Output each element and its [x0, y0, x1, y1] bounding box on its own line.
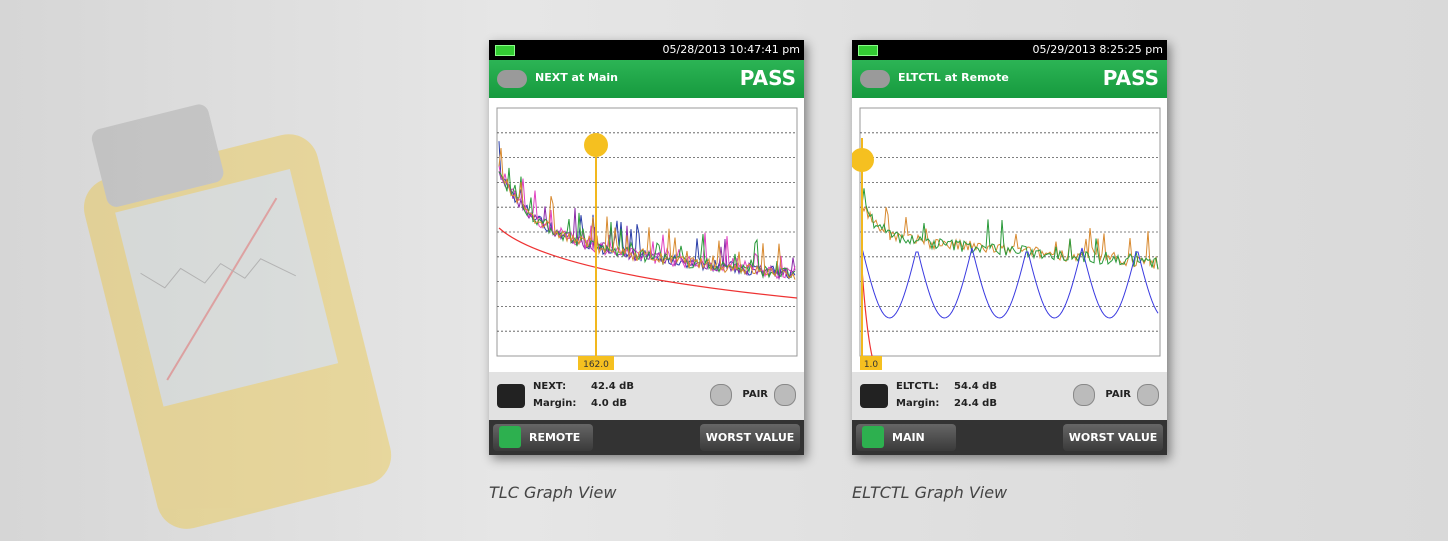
- help-button[interactable]: [860, 384, 888, 408]
- result-value: 54.4 dB: [954, 381, 997, 392]
- margin-value: 4.0 dB: [591, 398, 627, 409]
- check-icon: [499, 426, 521, 448]
- graph: 1.0: [852, 98, 1167, 372]
- result-label: NEXT:: [533, 381, 566, 392]
- cursor-label: 162.0: [583, 360, 609, 370]
- margin-label: Margin:: [896, 398, 939, 409]
- caption: ELTCTL Graph View: [852, 483, 1007, 502]
- check-icon: [862, 426, 884, 448]
- background-device: [0, 0, 480, 541]
- cursor-handle[interactable]: [584, 133, 608, 157]
- timestamp: 05/28/2013 10:47:41 pm: [663, 43, 801, 56]
- pair-prev[interactable]: [710, 384, 732, 406]
- pass-status: PASS: [1103, 66, 1159, 90]
- cursor-label: 1.0: [864, 360, 879, 370]
- tool-icon: [860, 70, 890, 88]
- caption: TLC Graph View: [489, 483, 616, 502]
- pair-label: PAIR: [742, 389, 768, 400]
- test-title: ELTCTL at Remote: [898, 71, 1009, 84]
- graph-plot: 1.0: [852, 98, 1167, 372]
- help-button[interactable]: [497, 384, 525, 408]
- right-button[interactable]: WORST VALUE: [700, 424, 800, 451]
- pass-status: PASS: [740, 66, 796, 90]
- pair-next[interactable]: [774, 384, 796, 406]
- battery-icon: [495, 45, 515, 56]
- margin-label: Margin:: [533, 398, 576, 409]
- margin-value: 24.4 dB: [954, 398, 997, 409]
- bottom-bar: REMOTE WORST VALUE: [489, 420, 804, 455]
- graph-plot: 162.0: [489, 98, 804, 372]
- tool-icon: [497, 70, 527, 88]
- right-button[interactable]: WORST VALUE: [1063, 424, 1163, 451]
- test-title: NEXT at Main: [535, 71, 618, 84]
- page: 05/28/2013 10:47:41 pm NEXT at Main PASS 16…: [0, 0, 1448, 541]
- battery-icon: [858, 45, 878, 56]
- pair-prev[interactable]: [1073, 384, 1095, 406]
- pair-label: PAIR: [1105, 389, 1131, 400]
- result-label: ELTCTL:: [896, 381, 939, 392]
- header: NEXT at Main PASS: [489, 60, 804, 98]
- info-panel: ELTCTL: 54.4 dB Margin: 24.4 dB PAIR: [852, 372, 1167, 420]
- pair-next[interactable]: [1137, 384, 1159, 406]
- device-screen: 05/29/2013 8:25:25 pm ELTCTL at Remote PAS…: [852, 40, 1167, 455]
- left-button[interactable]: MAIN: [856, 424, 956, 451]
- status-bar: 05/28/2013 10:47:41 pm: [489, 40, 804, 60]
- left-button[interactable]: REMOTE: [493, 424, 593, 451]
- result-value: 42.4 dB: [591, 381, 634, 392]
- device-screen: 05/28/2013 10:47:41 pm NEXT at Main PASS 16…: [489, 40, 804, 455]
- bottom-bar: MAIN WORST VALUE: [852, 420, 1167, 455]
- status-bar: 05/29/2013 8:25:25 pm: [852, 40, 1167, 60]
- info-panel: NEXT: 42.4 dB Margin: 4.0 dB PAIR: [489, 372, 804, 420]
- timestamp: 05/29/2013 8:25:25 pm: [1033, 43, 1164, 56]
- graph: 162.0: [489, 98, 804, 372]
- header: ELTCTL at Remote PASS: [852, 60, 1167, 98]
